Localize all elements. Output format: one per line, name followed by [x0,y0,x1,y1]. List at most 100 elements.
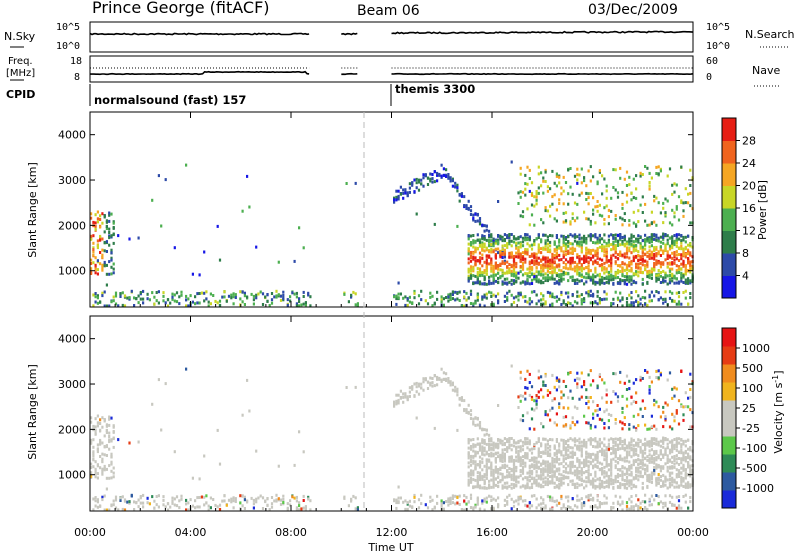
data-cell [395,393,398,397]
colorbar-tick-label: 24 [742,157,756,170]
data-cell [682,201,685,205]
data-cell [619,447,622,451]
data-cell [544,170,547,174]
data-cell [628,466,631,469]
data-cell [635,494,638,498]
data-cell [155,495,158,498]
data-cell [544,265,547,269]
data-cell [603,276,606,280]
data-cell [406,398,409,402]
data-cell [483,224,486,228]
data-cell [619,484,622,488]
data-cell [490,447,493,450]
data-cell [162,503,165,507]
data-cell [218,503,222,507]
data-cell [587,234,590,238]
data-cell [517,202,520,205]
data-cell [637,457,640,461]
data-cell [594,453,597,457]
data-cell [456,189,459,193]
data-cell [623,442,626,446]
data-cell [558,297,561,301]
data-cell [130,493,133,497]
data-cell [483,260,486,264]
data-cell [148,298,151,302]
data-cell [637,467,640,470]
data-cell [225,503,228,507]
data-cell [417,382,421,386]
data-cell [517,454,520,457]
data-cell [623,486,626,490]
data-cell [594,270,597,274]
data-cell [279,298,283,302]
data-cell [625,170,629,174]
data-cell [429,383,432,387]
data-cell [499,468,502,471]
data-cell [621,457,624,461]
data-cell [587,248,590,252]
data-cell [463,204,466,207]
data-cell [424,174,427,178]
data-cell [96,220,99,224]
data-cell [614,217,617,221]
data-cell [576,459,579,463]
data-cell [687,281,690,285]
data-cell [621,206,624,210]
data-cell [689,292,692,295]
data-cell [506,438,509,442]
data-cell [675,207,678,211]
data-cell [535,481,538,485]
data-cell [546,266,549,270]
data-cell [578,463,581,467]
data-cell [135,297,138,301]
data-cell [562,277,565,281]
data-cell [682,253,685,257]
data-cell [571,471,574,475]
data-cell [603,261,606,265]
data-cell [637,250,640,254]
data-cell [485,266,488,270]
data-cell [512,439,516,443]
data-cell [528,475,531,479]
data-cell [616,468,620,472]
data-cell [635,243,638,247]
data-cell [632,451,635,455]
data-cell [451,494,454,498]
data-cell [544,272,547,276]
data-cell [451,497,454,500]
data-cell [447,293,450,297]
data-cell [420,289,423,293]
data-cell [646,427,649,431]
data-cell [92,465,95,469]
data-cell [397,189,400,193]
data-cell [555,281,558,285]
data-cell [592,505,595,509]
data-cell [99,504,102,508]
data-cell [614,494,617,498]
power-ylabel: Slant Range [km] [26,162,39,258]
data-cell [465,411,468,414]
data-cell [112,221,115,225]
data-cell [146,297,149,301]
data-cell [673,276,676,280]
data-cell [103,264,106,268]
data-cell [607,222,610,226]
data-cell [252,298,255,302]
data-cell [151,495,154,499]
data-cell [537,233,540,237]
data-cell [598,213,601,217]
data-cell [562,301,565,305]
data-cell [350,497,353,501]
data-cell [650,290,653,294]
data-cell [625,446,629,450]
data-cell [420,182,423,186]
data-cell [279,498,283,502]
data-cell [598,505,601,509]
data-cell [560,390,563,394]
data-cell [526,242,529,246]
data-cell [632,272,635,276]
data-cell [578,498,581,502]
data-cell [483,249,486,253]
data-cell [592,208,595,212]
data-cell [519,293,522,297]
